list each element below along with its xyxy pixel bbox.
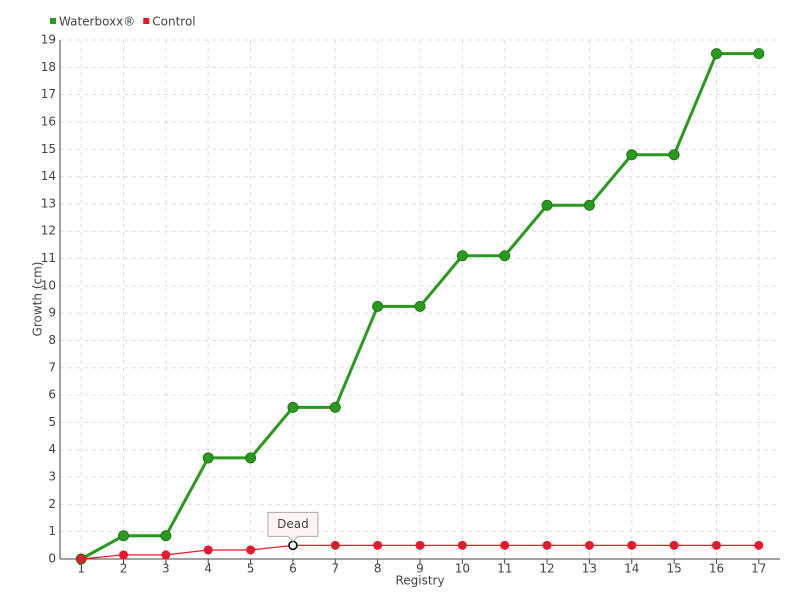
data-point [542,540,552,550]
annotation-box [267,511,319,543]
data-point [711,540,721,550]
x-tick-label: 15 [666,562,681,576]
y-tick-label: 16 [41,114,56,128]
data-point [710,48,722,60]
x-tick-label: 6 [289,562,297,576]
y-tick-label: 9 [48,306,56,320]
data-point [161,550,171,560]
x-tick-label: 12 [539,562,554,576]
x-tick-label: 3 [162,562,170,576]
y-tick-label: 3 [48,470,56,484]
data-point [583,199,595,211]
x-tick-label: 10 [455,562,470,576]
data-point [288,540,298,551]
x-tick-label: 7 [331,562,339,576]
y-tick-label: 11 [41,251,56,265]
x-tick-label: 2 [120,562,128,576]
data-point [76,554,86,564]
y-tick-label: 7 [48,360,56,374]
x-tick-label: 5 [247,562,255,576]
y-tick-label: 10 [41,278,56,292]
data-point [329,401,341,413]
x-tick-label: 17 [751,562,766,576]
y-tick-label: 6 [48,388,56,402]
legend-swatch [143,18,150,24]
y-tick-label: 17 [41,87,56,101]
data-point [160,530,172,542]
y-tick-label: 18 [41,60,56,74]
data-point [584,540,594,550]
data-point [202,452,214,464]
y-tick-label: 15 [41,142,56,156]
data-point [287,401,299,413]
y-tick-label: 2 [48,497,56,511]
legend-swatch [50,18,56,24]
y-tick-label: 0 [48,552,56,566]
data-point [118,530,130,542]
y-tick-label: 19 [41,33,56,47]
y-tick-label: 1 [48,524,56,538]
x-axis-title: Registry [395,574,444,588]
data-point [627,540,637,550]
legend-label: Waterboxx® [59,15,135,29]
data-point [626,149,638,161]
legend-label: Control [152,15,195,29]
y-axis-title: Growth (cm) [31,262,45,337]
annotation-text: Dead [277,517,309,531]
data-point [203,545,213,555]
y-tick-label: 8 [48,333,56,347]
data-point [414,300,426,312]
x-tick-label: 14 [624,562,639,576]
data-point [541,199,553,211]
data-point [330,540,340,550]
data-point [372,300,384,312]
data-point [669,540,679,550]
y-tick-label: 14 [41,169,56,183]
data-point [499,250,511,262]
data-point [246,545,256,555]
x-tick-label: 8 [374,562,382,576]
data-point [500,540,510,550]
data-point [456,250,468,262]
data-point [373,540,383,550]
data-point [753,48,765,60]
x-tick-label: 1 [77,562,85,576]
data-point [245,452,257,464]
y-tick-label: 12 [41,224,56,238]
data-point [457,540,467,550]
y-tick-label: 5 [48,415,56,429]
data-point [119,550,129,560]
data-point [415,540,425,550]
data-point [668,149,680,161]
data-point [754,540,764,550]
y-tick-label: 4 [48,442,56,456]
x-tick-label: 4 [204,562,212,576]
x-tick-label: 11 [497,562,512,576]
y-tick-label: 13 [41,196,56,210]
x-tick-label: 16 [709,562,724,576]
x-tick-label: 9 [416,562,424,576]
x-tick-label: 13 [582,562,597,576]
